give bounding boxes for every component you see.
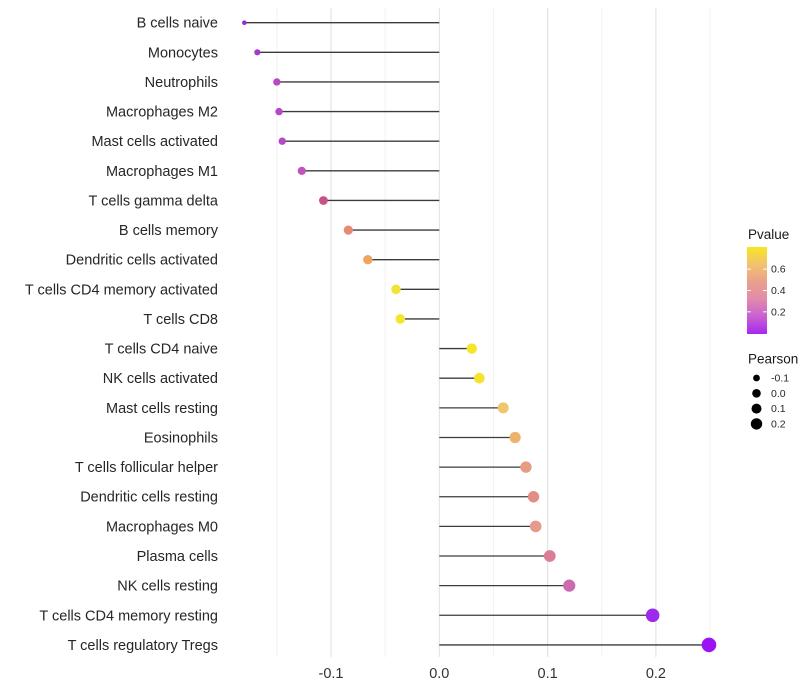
- y-axis-label: Macrophages M2: [106, 105, 218, 121]
- lollipop-dot: [520, 461, 532, 473]
- pvalue-colorbar: [747, 247, 767, 334]
- y-axis-label: Mast cells resting: [106, 401, 218, 417]
- lollipop-dot: [474, 372, 485, 384]
- lollipop-dot: [497, 402, 509, 414]
- size-legend-dot: [751, 403, 762, 414]
- y-axis-label: Neutrophils: [145, 75, 218, 91]
- lollipop-dot: [563, 579, 576, 592]
- size-legend-label: 0.1: [771, 403, 786, 415]
- size-legend-dot: [753, 374, 760, 382]
- y-axis-label: T cells regulatory Tregs: [68, 638, 218, 654]
- lollipop-dot: [343, 225, 353, 235]
- x-axis-tick-label: 0.2: [646, 666, 666, 682]
- size-legend-label: 0.2: [771, 418, 786, 430]
- size-legend-dot: [750, 418, 763, 430]
- y-axis-label: T cells CD8: [143, 312, 218, 328]
- y-axis-label: T cells CD4 memory resting: [39, 608, 218, 624]
- y-axis-label: Macrophages M1: [106, 164, 218, 180]
- x-axis-tick-label: 0.0: [429, 666, 449, 682]
- pvalue-tick-label: 0.6: [771, 264, 786, 276]
- y-axis-label: T cells follicular helper: [75, 460, 218, 476]
- y-axis-label: Macrophages M0: [106, 519, 218, 535]
- y-axis-label: Dendritic cells resting: [80, 490, 218, 506]
- y-axis-label: T cells CD4 memory activated: [25, 282, 218, 298]
- pvalue-tick-label: 0.4: [771, 285, 786, 297]
- y-axis-label: Eosinophils: [144, 430, 218, 446]
- size-legend-label: 0.0: [771, 388, 786, 400]
- lollipop-dot: [645, 608, 660, 623]
- lollipop-dot: [273, 78, 281, 86]
- pvalue-tick-label: 0.2: [771, 306, 786, 318]
- x-axis-tick-label: 0.1: [538, 666, 558, 682]
- pvalue-legend-title: Pvalue: [748, 227, 789, 242]
- lollipop-dot: [391, 284, 401, 295]
- y-axis-label: Monocytes: [148, 45, 218, 61]
- lollipop-dot: [395, 314, 406, 324]
- y-axis-label: Dendritic cells activated: [66, 253, 218, 269]
- pearson-legend-title: Pearson: [748, 352, 798, 367]
- y-axis-label: T cells gamma delta: [89, 193, 219, 209]
- lollipop-dot: [254, 49, 261, 56]
- x-axis-tick-label: -0.1: [319, 666, 344, 682]
- size-legend-dot: [752, 389, 761, 398]
- lollipop-dot: [527, 491, 540, 503]
- y-axis-label: Mast cells activated: [91, 134, 218, 150]
- y-axis-label: Plasma cells: [137, 549, 218, 565]
- lollipop-dot: [543, 550, 556, 562]
- y-axis-label: NK cells resting: [117, 579, 218, 595]
- lollipop-dot: [529, 520, 542, 533]
- y-axis-label: B cells naive: [137, 16, 218, 32]
- y-axis-label: T cells CD4 naive: [105, 342, 218, 358]
- lollipop-dot: [466, 343, 477, 354]
- lollipop-dot: [278, 137, 286, 145]
- size-legend-label: -0.1: [771, 373, 789, 385]
- lollipop-dot: [297, 166, 306, 175]
- lollipop-dot: [363, 255, 373, 265]
- lollipop-dot: [509, 431, 521, 444]
- lollipop-dot: [275, 107, 283, 116]
- y-axis-label: B cells memory: [119, 223, 219, 239]
- lollipop-dot: [701, 637, 717, 653]
- lollipop-dot: [242, 20, 247, 26]
- lollipop-dot: [319, 196, 328, 205]
- y-axis-label: NK cells activated: [103, 371, 218, 387]
